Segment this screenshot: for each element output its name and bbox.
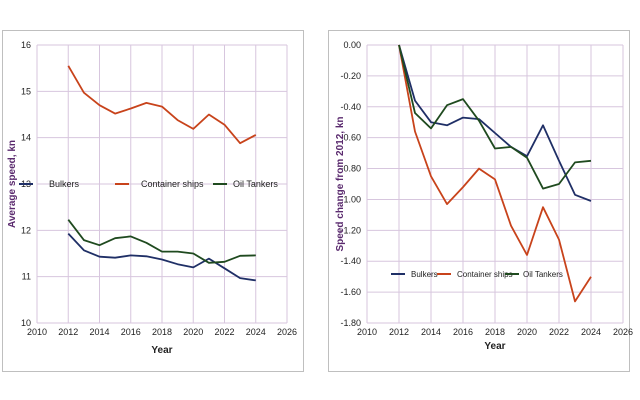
left-x-tick-label: 2020 xyxy=(183,327,203,337)
right-y-tick-label: -0.60 xyxy=(340,133,361,143)
left-x-axis-title: Year xyxy=(151,345,172,356)
left-y-tick-label: 15 xyxy=(21,86,31,96)
right-x-tick-label: 2022 xyxy=(549,327,569,337)
left-y-tick-label: 14 xyxy=(21,133,31,143)
left-series-line-oil-tankers xyxy=(67,219,256,264)
left-x-tick-label: 2014 xyxy=(89,327,109,337)
left-x-tick-label: 2010 xyxy=(27,327,47,337)
left-x-tick-label: 2016 xyxy=(121,327,141,337)
right-y-tick-label: -0.80 xyxy=(340,164,361,174)
right-y-tick-label: -1.00 xyxy=(340,194,361,204)
chart-panel-speed-change: 2010 2012 2014 2016 2018 2020 2022 2024 2026 0.00… xyxy=(328,30,633,372)
right-y-tick-label: -1.20 xyxy=(340,225,361,235)
right-y-tick-label: -0.40 xyxy=(340,102,361,112)
right-y-tick-label: -1.80 xyxy=(340,318,361,328)
left-legend-label-container-ships: Container ships xyxy=(141,179,204,189)
left-legend-label-bulkers: Bulkers xyxy=(49,179,80,189)
right-x-axis-title: Year xyxy=(484,341,505,352)
right-y-tick-label: -1.40 xyxy=(340,256,361,266)
right-y-tick-label: 0.00 xyxy=(343,40,361,50)
right-x-tick-label: 2026 xyxy=(613,327,633,337)
right-legend-label-container-ships: Container ships xyxy=(457,270,513,279)
left-y-tick-label: 12 xyxy=(21,225,31,235)
left-legend-label-oil-tankers: Oil Tankers xyxy=(233,179,278,189)
right-x-tick-label: 2020 xyxy=(517,327,537,337)
left-y-tick-label: 16 xyxy=(21,40,31,50)
left-series-line-bulkers xyxy=(67,232,256,282)
left-y-tick-label: 10 xyxy=(21,318,31,328)
right-x-tick-label: 2014 xyxy=(421,327,441,337)
right-x-tick-label: 2024 xyxy=(581,327,601,337)
right-y-tick-label: -1.60 xyxy=(340,287,361,297)
left-x-tick-label: 2024 xyxy=(246,327,266,337)
right-legend-label-oil-tankers: Oil Tankers xyxy=(523,270,563,279)
right-y-axis-title: Speed change from 2012, kn xyxy=(335,116,346,251)
chart-speed-change: 2010 2012 2014 2016 2018 2020 2022 2024 2026 0.00… xyxy=(335,40,633,352)
right-x-tick-label: 2012 xyxy=(389,327,409,337)
right-x-tick-label: 2018 xyxy=(485,327,505,337)
right-series-line-bulkers xyxy=(398,44,592,202)
left-x-tick-label: 2022 xyxy=(214,327,234,337)
right-x-tick-label: 2010 xyxy=(357,327,377,337)
left-x-tick-label: 2018 xyxy=(152,327,172,337)
left-x-tick-label: 2012 xyxy=(58,327,78,337)
chart-average-speed: 2010 2012 2014 2016 2018 2020 2022 2024 2026 10 11… xyxy=(7,40,297,356)
left-y-tick-label: 11 xyxy=(22,272,31,282)
right-legend-label-bulkers: Bulkers xyxy=(411,270,438,279)
left-series-line-container-ships xyxy=(67,65,257,145)
right-series-line-oil-tankers xyxy=(398,44,592,190)
chart-panel-average-speed: 2010 2012 2014 2016 2018 2020 2022 2024 2026 10 11… xyxy=(2,30,304,372)
right-x-tick-label: 2016 xyxy=(453,327,473,337)
left-x-tick-label: 2026 xyxy=(277,327,297,337)
right-y-tick-label: -0.20 xyxy=(340,71,361,81)
right-series-line-container-ships xyxy=(398,44,592,303)
left-y-axis-title: Average speed, kn xyxy=(7,140,18,228)
